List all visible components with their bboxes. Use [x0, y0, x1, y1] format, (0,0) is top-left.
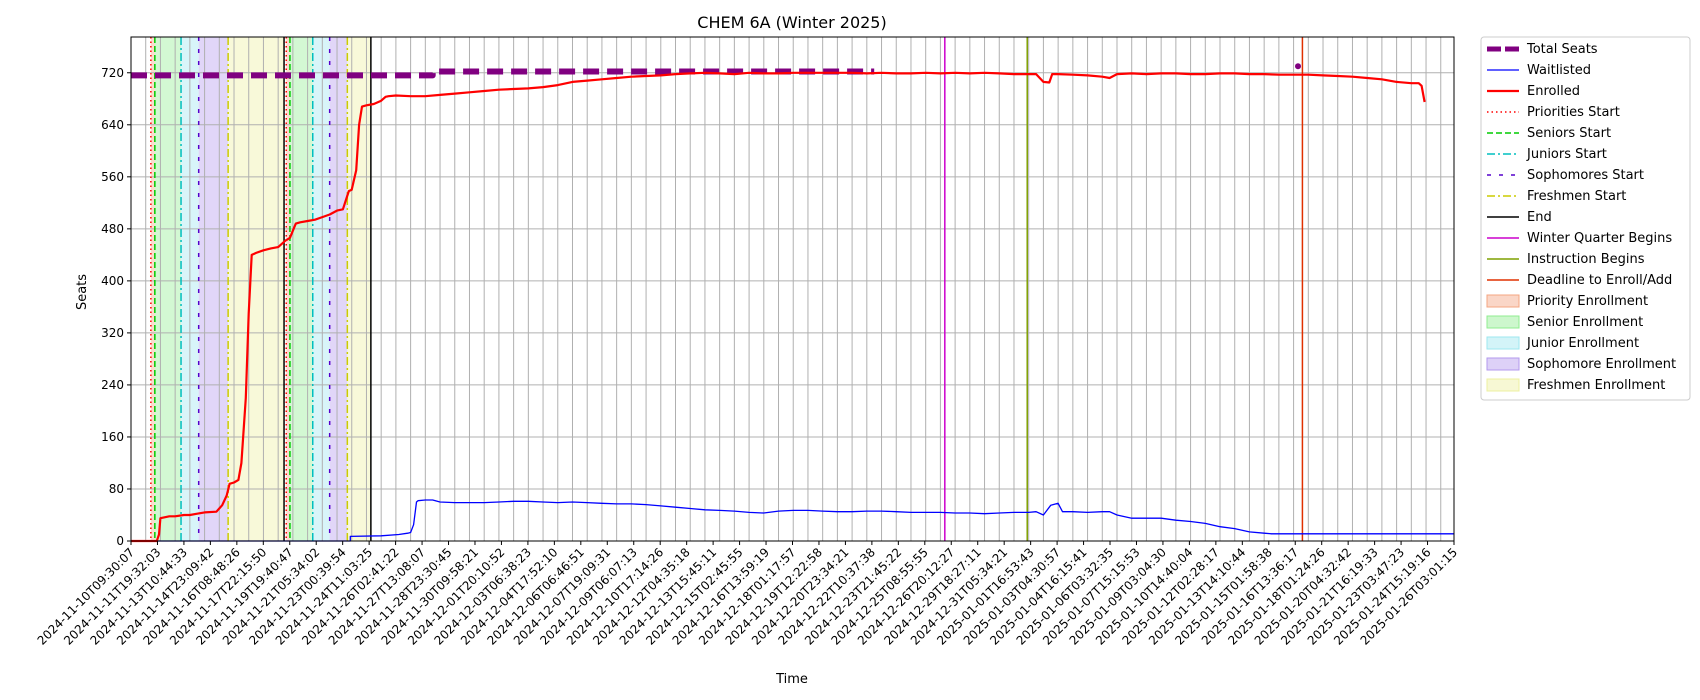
legend-swatch-junior-enrollment	[1486, 336, 1520, 350]
span-freshmen-enrollment	[347, 37, 371, 541]
y-axis-label: Seats	[75, 274, 90, 310]
legend-label-total-seats: Total Seats	[1526, 42, 1598, 57]
series-waitlisted	[131, 499, 1454, 542]
legend-label-senior-enrollment: Senior Enrollment	[1527, 315, 1643, 330]
legend-label-enrolled: Enrolled	[1527, 84, 1580, 99]
span-sophomore-enrollment	[198, 37, 229, 541]
y-tick-label: 720	[101, 66, 124, 80]
y-tick-label: 0	[116, 534, 124, 548]
span-sophomore-enrollment	[329, 37, 348, 541]
legend-label-juniors-start: Juniors Start	[1526, 147, 1607, 162]
legend-label-junior-enrollment: Junior Enrollment	[1526, 336, 1639, 351]
data-series	[131, 63, 1454, 543]
span-priority-enrollment	[286, 37, 290, 541]
total-seats-marker	[1295, 63, 1302, 70]
legend-label-end: End	[1527, 210, 1552, 225]
legend-label-priority-enrollment: Priority Enrollment	[1527, 294, 1648, 309]
y-tick-label: 320	[101, 326, 124, 340]
legend-swatch-freshmen-enrollment	[1486, 378, 1520, 392]
legend-label-priorities-start: Priorities Start	[1527, 105, 1620, 120]
y-tick-label: 560	[101, 170, 124, 184]
legend-label-seniors-start: Seniors Start	[1527, 126, 1611, 141]
legend-label-freshmen-start: Freshmen Start	[1527, 189, 1626, 204]
enrollment-period-spans	[150, 37, 371, 541]
legend-swatch-senior-enrollment	[1486, 315, 1520, 329]
legend-label-instruction-begins: Instruction Begins	[1527, 252, 1645, 267]
y-tick-label: 640	[101, 118, 124, 132]
series-total-seats	[131, 68, 875, 79]
span-senior-enrollment	[154, 37, 182, 541]
event-lines	[150, 37, 1304, 541]
y-tick-label: 160	[101, 430, 124, 444]
span-senior-enrollment	[289, 37, 313, 541]
grid-lines	[130, 37, 1454, 542]
legend-swatch-sophomore-enrollment	[1486, 357, 1520, 371]
span-priority-enrollment	[150, 37, 155, 541]
span-freshmen-enrollment	[228, 37, 285, 541]
legend-label-sophomores-start: Sophomores Start	[1527, 168, 1644, 183]
y-tick-label: 400	[101, 274, 124, 288]
span-junior-enrollment	[312, 37, 330, 541]
legend-box	[1480, 36, 1691, 401]
y-tick-label: 480	[101, 222, 124, 236]
legend-label-freshmen-enrollment: Freshmen Enrollment	[1527, 378, 1665, 393]
legend-label-deadline-to-enroll-add: Deadline to Enroll/Add	[1527, 273, 1672, 288]
legend-swatch-priority-enrollment	[1486, 294, 1520, 308]
legend-label-winter-quarter-begins: Winter Quarter Begins	[1527, 231, 1672, 246]
chart-title: CHEM 6A (Winter 2025)	[697, 13, 886, 32]
y-tick-label: 80	[109, 482, 124, 496]
series-enrolled	[131, 71, 1426, 543]
y-tick-label: 240	[101, 378, 124, 392]
legend-label-waitlisted: Waitlisted	[1527, 63, 1591, 78]
y-axis-ticks: 0 80 160 240 320 400 480 560 640 720	[101, 66, 131, 548]
x-axis-label: Time	[775, 672, 808, 687]
legend-label-sophomore-enrollment: Sophomore Enrollment	[1527, 357, 1676, 372]
x-axis-ticks: 2024-11-10T09:30:072024-11-11T19:32:0320…	[35, 541, 1460, 648]
legend: Total Seats Waitlisted Enrolled Priorities …	[1480, 36, 1691, 401]
